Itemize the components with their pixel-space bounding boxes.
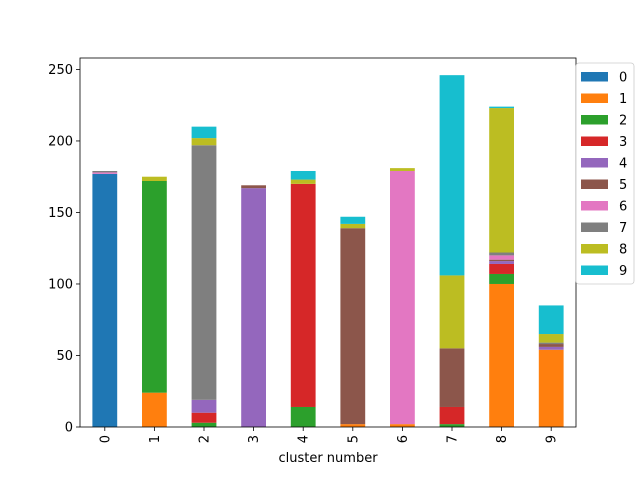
bar-cluster-1-series-2 <box>142 181 167 393</box>
legend-label-9: 9 <box>619 264 627 279</box>
x-tick-label: 6 <box>396 435 411 443</box>
bar-cluster-8-series-4 <box>489 261 514 264</box>
legend-swatch-4 <box>581 158 608 168</box>
bar-cluster-6-series-8 <box>390 168 415 171</box>
bar-cluster-9-series-5 <box>538 344 564 347</box>
bar-cluster-8-series-7 <box>489 252 514 256</box>
x-tick-label: 1 <box>148 435 163 443</box>
bar-cluster-7-series-5 <box>439 348 465 407</box>
y-tick-label: 150 <box>48 206 73 221</box>
bar-cluster-8-series-8 <box>489 108 514 253</box>
bar-cluster-2-series-9 <box>191 126 217 139</box>
bar-cluster-8-series-6 <box>489 255 514 260</box>
legend-swatch-2 <box>581 115 608 125</box>
legend: 0 1 2 3 4 5 6 7 8 9 <box>575 62 635 285</box>
legend-label-7: 7 <box>619 221 627 236</box>
x-tick-label: 7 <box>446 435 461 443</box>
bar-cluster-4-series-9 <box>290 170 316 180</box>
x-tick-label: 3 <box>247 435 262 443</box>
legend-swatch-5 <box>581 179 608 189</box>
x-axis: 0 1 2 3 4 5 6 7 8 9 <box>98 427 560 443</box>
bar-cluster-9-series-7 <box>538 342 564 345</box>
bar-cluster-2-series-8 <box>191 138 217 146</box>
bar-cluster-3-series-4 <box>241 188 266 427</box>
bar-cluster-6-series-6 <box>390 170 415 425</box>
bar-cluster-5-series-1 <box>340 424 366 427</box>
bar-cluster-0-series-6 <box>92 172 118 174</box>
bar-cluster-4-series-3 <box>290 183 316 407</box>
bar-cluster-4-series-2 <box>290 406 316 427</box>
x-tick-label: 5 <box>346 435 361 443</box>
bar-cluster-8-series-9 <box>489 106 514 109</box>
legend-label-0: 0 <box>619 71 627 86</box>
bar-cluster-2-series-7 <box>191 145 217 400</box>
bar-cluster-7-series-8 <box>439 275 465 349</box>
y-tick-label: 100 <box>48 277 73 292</box>
y-tick-label: 200 <box>48 134 73 149</box>
bar-cluster-0-series-0 <box>92 173 118 427</box>
bar-cluster-4-series-8 <box>290 179 316 184</box>
y-tick-label: 50 <box>56 349 73 364</box>
x-axis-title: cluster number <box>278 451 378 466</box>
bar-cluster-8-series-2 <box>489 273 514 284</box>
y-tick-label: 0 <box>65 421 73 436</box>
legend-swatch-0 <box>581 72 608 82</box>
bar-cluster-0-series-7 <box>92 170 118 173</box>
bar-cluster-8-series-3 <box>489 263 514 274</box>
bar-cluster-9-series-4 <box>538 346 564 350</box>
legend-label-4: 4 <box>619 157 627 172</box>
bar-cluster-5-series-9 <box>340 216 366 224</box>
legend-label-8: 8 <box>619 243 627 258</box>
y-tick-label: 250 <box>48 63 73 78</box>
bar-cluster-9-series-1 <box>538 349 564 427</box>
bar-cluster-2-series-4 <box>191 399 217 413</box>
x-tick-label: 0 <box>98 435 113 443</box>
bar-cluster-7-series-3 <box>439 406 465 425</box>
x-tick-label: 8 <box>495 435 510 443</box>
x-tick-label: 2 <box>198 435 213 443</box>
bar-cluster-8-series-1 <box>489 283 514 427</box>
bar-cluster-1-series-8 <box>142 176 167 181</box>
bar-cluster-9-series-9 <box>538 305 564 335</box>
bars-layer <box>92 75 564 427</box>
bar-cluster-2-series-3 <box>191 412 217 423</box>
legend-label-6: 6 <box>619 200 627 215</box>
bar-cluster-3-series-5 <box>241 185 266 189</box>
bar-cluster-7-series-2 <box>439 424 465 427</box>
bar-cluster-8-series-5 <box>489 259 514 262</box>
legend-swatch-7 <box>581 222 608 232</box>
bar-cluster-2-series-2 <box>191 422 217 427</box>
bar-cluster-1-series-1 <box>142 392 167 427</box>
legend-label-2: 2 <box>619 114 627 129</box>
x-tick-label: 9 <box>545 435 560 443</box>
bar-cluster-5-series-5 <box>340 228 366 425</box>
legend-swatch-3 <box>581 136 608 146</box>
bar-cluster-5-series-8 <box>340 223 366 229</box>
bar-cluster-6-series-1 <box>390 424 415 427</box>
legend-label-5: 5 <box>619 178 627 193</box>
legend-swatch-1 <box>581 93 608 103</box>
legend-swatch-9 <box>581 265 608 275</box>
y-axis: 0 50 100 150 200 250 <box>48 63 80 436</box>
x-tick-label: 4 <box>297 435 312 443</box>
bar-cluster-9-series-8 <box>538 334 564 343</box>
legend-swatch-6 <box>581 201 608 211</box>
legend-swatch-8 <box>581 244 608 254</box>
bar-cluster-7-series-9 <box>439 75 465 276</box>
legend-label-1: 1 <box>619 92 627 107</box>
legend-label-3: 3 <box>619 135 627 150</box>
